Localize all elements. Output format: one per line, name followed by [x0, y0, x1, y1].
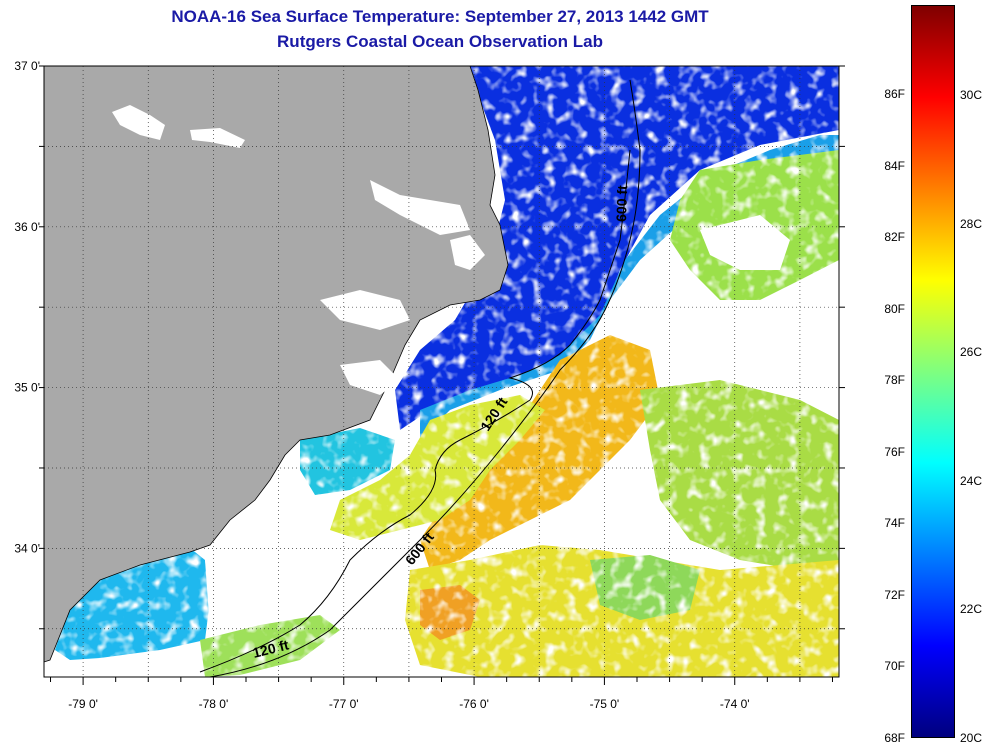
scale-label-fahrenheit: 84F	[884, 158, 905, 173]
latitude-axis: 37 0' 36 0' 35 0' 34 0'	[14, 59, 44, 630]
latitude-label: 37 0'	[14, 59, 40, 73]
longitude-label: -78 0'	[199, 697, 229, 711]
inland-waters	[112, 105, 485, 395]
right-ticks	[839, 65, 845, 630]
latitude-label: 34 0'	[14, 541, 40, 555]
latitude-label: 35 0'	[14, 381, 40, 395]
color-scale-bar	[911, 5, 955, 738]
plot-frame	[43, 65, 840, 678]
scale-label-celsius: 22C	[960, 602, 983, 617]
scale-label-fahrenheit: 78F	[884, 373, 905, 388]
scale-label-fahrenheit: 68F	[884, 731, 905, 745]
no-data-offshore-north	[700, 215, 790, 270]
isobath-120ft	[199, 149, 631, 673]
isobaths	[199, 79, 641, 677]
title-line-2: Rutgers Coastal Ocean Observation Lab	[277, 32, 603, 51]
scale-label-fahrenheit: 82F	[884, 230, 905, 245]
longitude-label: -77 0'	[329, 697, 359, 711]
scale-label-fahrenheit: 70F	[884, 659, 905, 674]
scale-label-fahrenheit: 74F	[884, 516, 905, 531]
scale-label-celsius: 30C	[960, 88, 983, 103]
isobath-600ft	[209, 79, 641, 677]
longitude-axis: -79 0' -78 0' -77 0' -76 0' -75 0' -74 0'	[50, 677, 833, 711]
scale-label-fahrenheit: 86F	[884, 87, 905, 102]
longitude-label: -74 0'	[720, 697, 750, 711]
scale-label-celsius: 20C	[960, 731, 983, 745]
graticule	[44, 66, 839, 677]
scale-label-celsius: 28C	[960, 216, 983, 231]
scale-label-celsius: 24C	[960, 473, 983, 488]
longitude-label: -76 0'	[459, 697, 489, 711]
scale-label-fahrenheit: 76F	[884, 444, 905, 459]
land-mass	[44, 66, 509, 663]
scale-label-celsius: 26C	[960, 345, 983, 360]
title-line-1: NOAA-16 Sea Surface Temperature: Septemb…	[171, 7, 709, 26]
contour-label-600ft-north: 600 ft	[613, 185, 630, 222]
scale-label-fahrenheit: 72F	[884, 587, 905, 602]
scale-label-fahrenheit: 80F	[884, 301, 905, 316]
latitude-label: 36 0'	[14, 220, 40, 234]
longitude-label: -75 0'	[590, 697, 620, 711]
longitude-label: -79 0'	[68, 697, 98, 711]
map-title: NOAA-16 Sea Surface Temperature: Septemb…	[0, 4, 880, 54]
